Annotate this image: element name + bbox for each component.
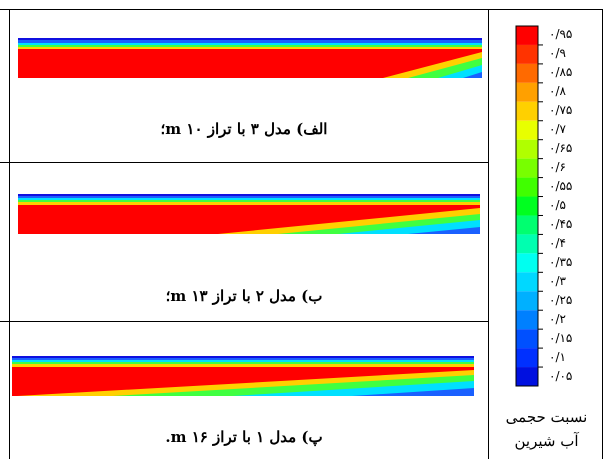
panel-a-yellow-band [18, 47, 482, 49]
legend-border [515, 25, 539, 387]
panel-c-caption: پ) مدل ۱ با تراز m ۱۶. [165, 428, 323, 446]
panel-a-blue-band [18, 40, 482, 43]
legend-swatch [516, 177, 538, 197]
panel-b-green-band [18, 200, 480, 202]
legend-tick-label: ۰/۴۵ [549, 216, 573, 231]
panel-b-cyan-band [18, 198, 480, 200]
panel-a-wedge-core [463, 72, 482, 78]
panel-a-top-band [18, 38, 482, 40]
panel-c-yellow-band [12, 364, 474, 367]
row-divider-1 [0, 162, 489, 163]
panel-c-cyan-band [12, 360, 474, 362]
legend-tick-label: ۰/۸۵ [549, 65, 573, 80]
panel-c-top-band [12, 356, 474, 358]
panel-b-blue-band [18, 196, 480, 198]
legend-swatch [516, 63, 538, 83]
legend-tick-label: ۰/۱۵ [549, 330, 573, 345]
panel-c-plot [12, 356, 474, 396]
legend-tick-label: ۰/۹ [549, 46, 566, 61]
panel-b-top-band [18, 194, 480, 196]
panel-a-green-band [18, 45, 482, 47]
legend-swatch [516, 82, 538, 102]
legend-swatch [516, 329, 538, 349]
column-divider [488, 9, 489, 459]
legend-tick-label: ۰/۵۵ [549, 179, 573, 194]
legend-tick-label: ۰/۱ [549, 349, 566, 364]
legend-swatch [516, 196, 538, 216]
legend-swatch [516, 158, 538, 178]
legend-swatch [516, 44, 538, 64]
border-top [0, 9, 603, 10]
legend-swatch [516, 215, 538, 235]
legend-tick-label: ۰/۶۵ [549, 141, 573, 156]
legend-swatch [516, 26, 538, 45]
legend-swatch [516, 139, 538, 159]
legend-swatch [516, 272, 538, 292]
legend-tick-label: ۰/۵ [549, 198, 566, 212]
legend-swatch [516, 310, 538, 330]
panel-a-wedge-inner [438, 65, 482, 78]
legend-title-line2: آب شیرین [514, 432, 579, 450]
panel-c-wedge-core [352, 388, 474, 396]
panel-b-wedge-core [408, 227, 480, 234]
panel-a-plot [18, 38, 482, 78]
panel-c-blue-band [12, 358, 474, 360]
legend-swatch [516, 367, 538, 386]
panel-a-cyan-band [18, 43, 482, 45]
panel-a-caption: الف) مدل ۳ با تراز m ۱۰؛ [160, 120, 328, 138]
legend-tick-label: ۰/۸ [549, 84, 566, 99]
panel-b-caption: ب) مدل ۲ با تراز m ۱۳؛ [165, 287, 323, 305]
legend-swatch [516, 101, 538, 121]
legend-tick-label: ۰/۳۵ [549, 254, 573, 269]
legend-tick-label: ۰/۹۵ [549, 27, 573, 42]
legend-tick-label: ۰/۶ [549, 160, 566, 175]
legend-tick-label: ۰/۲۵ [549, 292, 573, 307]
legend-colorbar [515, 25, 543, 387]
legend-swatch [516, 234, 538, 254]
border-left [9, 9, 10, 459]
legend-tick-label: ۰/۴ [549, 235, 566, 250]
legend-tick-label: ۰/۳ [549, 273, 566, 288]
legend-title-line1: نسبت حجمی [505, 408, 588, 426]
legend-tick-label: ۰/۲ [549, 311, 566, 326]
legend-tick-label: ۰/۷۵ [549, 103, 573, 118]
legend-tick-label: ۰/۷ [549, 122, 566, 137]
panel-b-yellow-band [18, 202, 480, 205]
panel-c-green-band [12, 362, 474, 364]
legend-swatch [516, 253, 538, 273]
legend-swatch [516, 348, 538, 368]
legend-swatch [516, 291, 538, 311]
row-divider-2 [0, 321, 489, 322]
panel-b-plot [18, 194, 480, 234]
legend-swatch [516, 120, 538, 140]
legend-tick-label: ۰/۰۵ [549, 368, 573, 383]
